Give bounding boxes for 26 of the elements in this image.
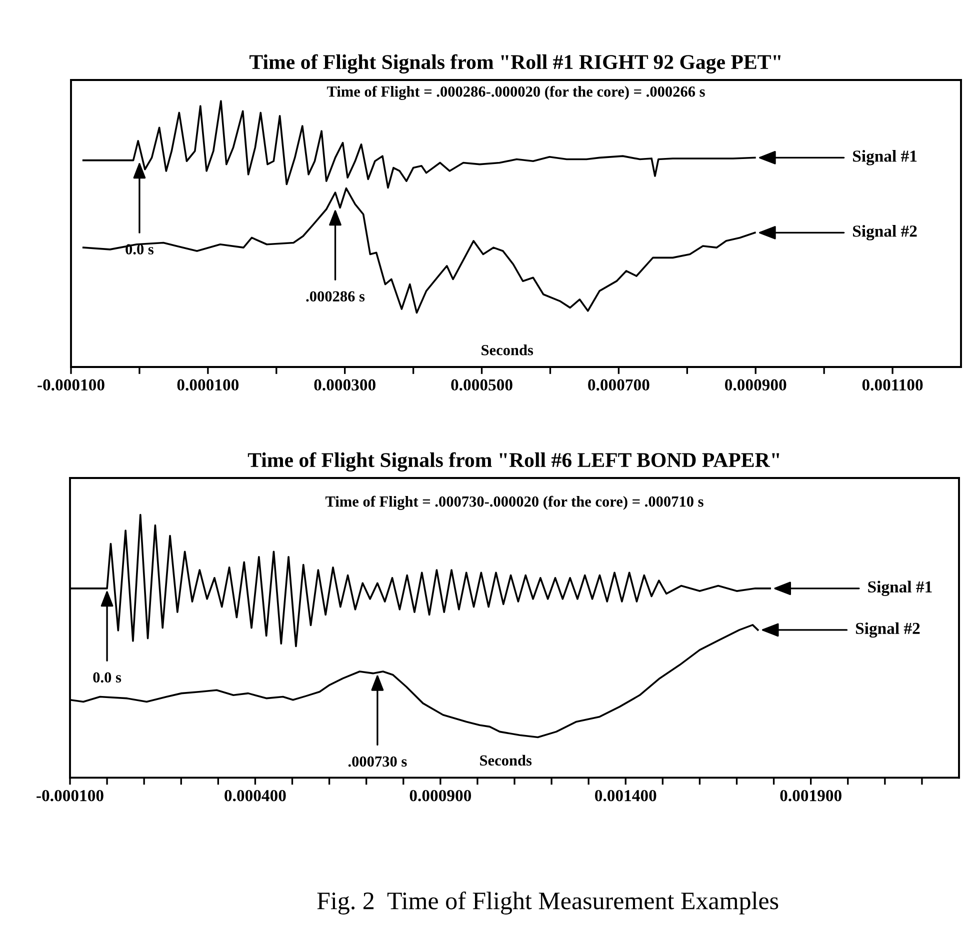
x-axis-title: Seconds bbox=[482, 344, 534, 356]
chart-title: Time of Flight Signals from "Roll #6 LEFT BOND PAPER" bbox=[248, 452, 780, 472]
annotation: .000730 s bbox=[348, 756, 407, 767]
x-axis-title: Seconds bbox=[480, 754, 532, 766]
text: Time of Flight = .000730-.000020 (for the core) = .000710 s bbox=[325, 496, 704, 510]
x-tick-label: 0.000900 bbox=[410, 790, 472, 802]
x-tick-label: 0.001900 bbox=[780, 790, 842, 802]
x-tick-label: 0.000300 bbox=[314, 379, 376, 391]
annotation: .000286 s bbox=[306, 291, 365, 302]
text: Signal #1 bbox=[853, 150, 917, 166]
x-tick-label: 0.001100 bbox=[862, 379, 923, 391]
x-tick-label: -0.000100 bbox=[36, 790, 104, 802]
x-tick-label: 0.000400 bbox=[224, 790, 286, 802]
annotation: 0.0 s bbox=[93, 672, 122, 683]
caption: Fig. 2 Time of Flight Measurement Examples bbox=[317, 892, 778, 914]
x-tick-label: 0.000900 bbox=[725, 379, 786, 391]
x-tick-label: 0.001400 bbox=[595, 790, 656, 802]
x-tick-label: 0.000500 bbox=[451, 379, 512, 391]
x-tick-label: 0.000100 bbox=[177, 379, 239, 391]
chart-title: Time of Flight Signals from "Roll #1 RIGHT 92 Gage PET" bbox=[250, 54, 781, 74]
text: Time of Flight = .000286-.000020 (for the core) = .000266 s bbox=[326, 86, 705, 100]
x-tick-label: -0.000100 bbox=[38, 379, 104, 391]
text: Signal #2 bbox=[856, 622, 920, 638]
text: Signal #1 bbox=[868, 580, 932, 596]
x-tick-label: 0.000700 bbox=[588, 379, 650, 391]
text: Signal #2 bbox=[853, 225, 917, 240]
